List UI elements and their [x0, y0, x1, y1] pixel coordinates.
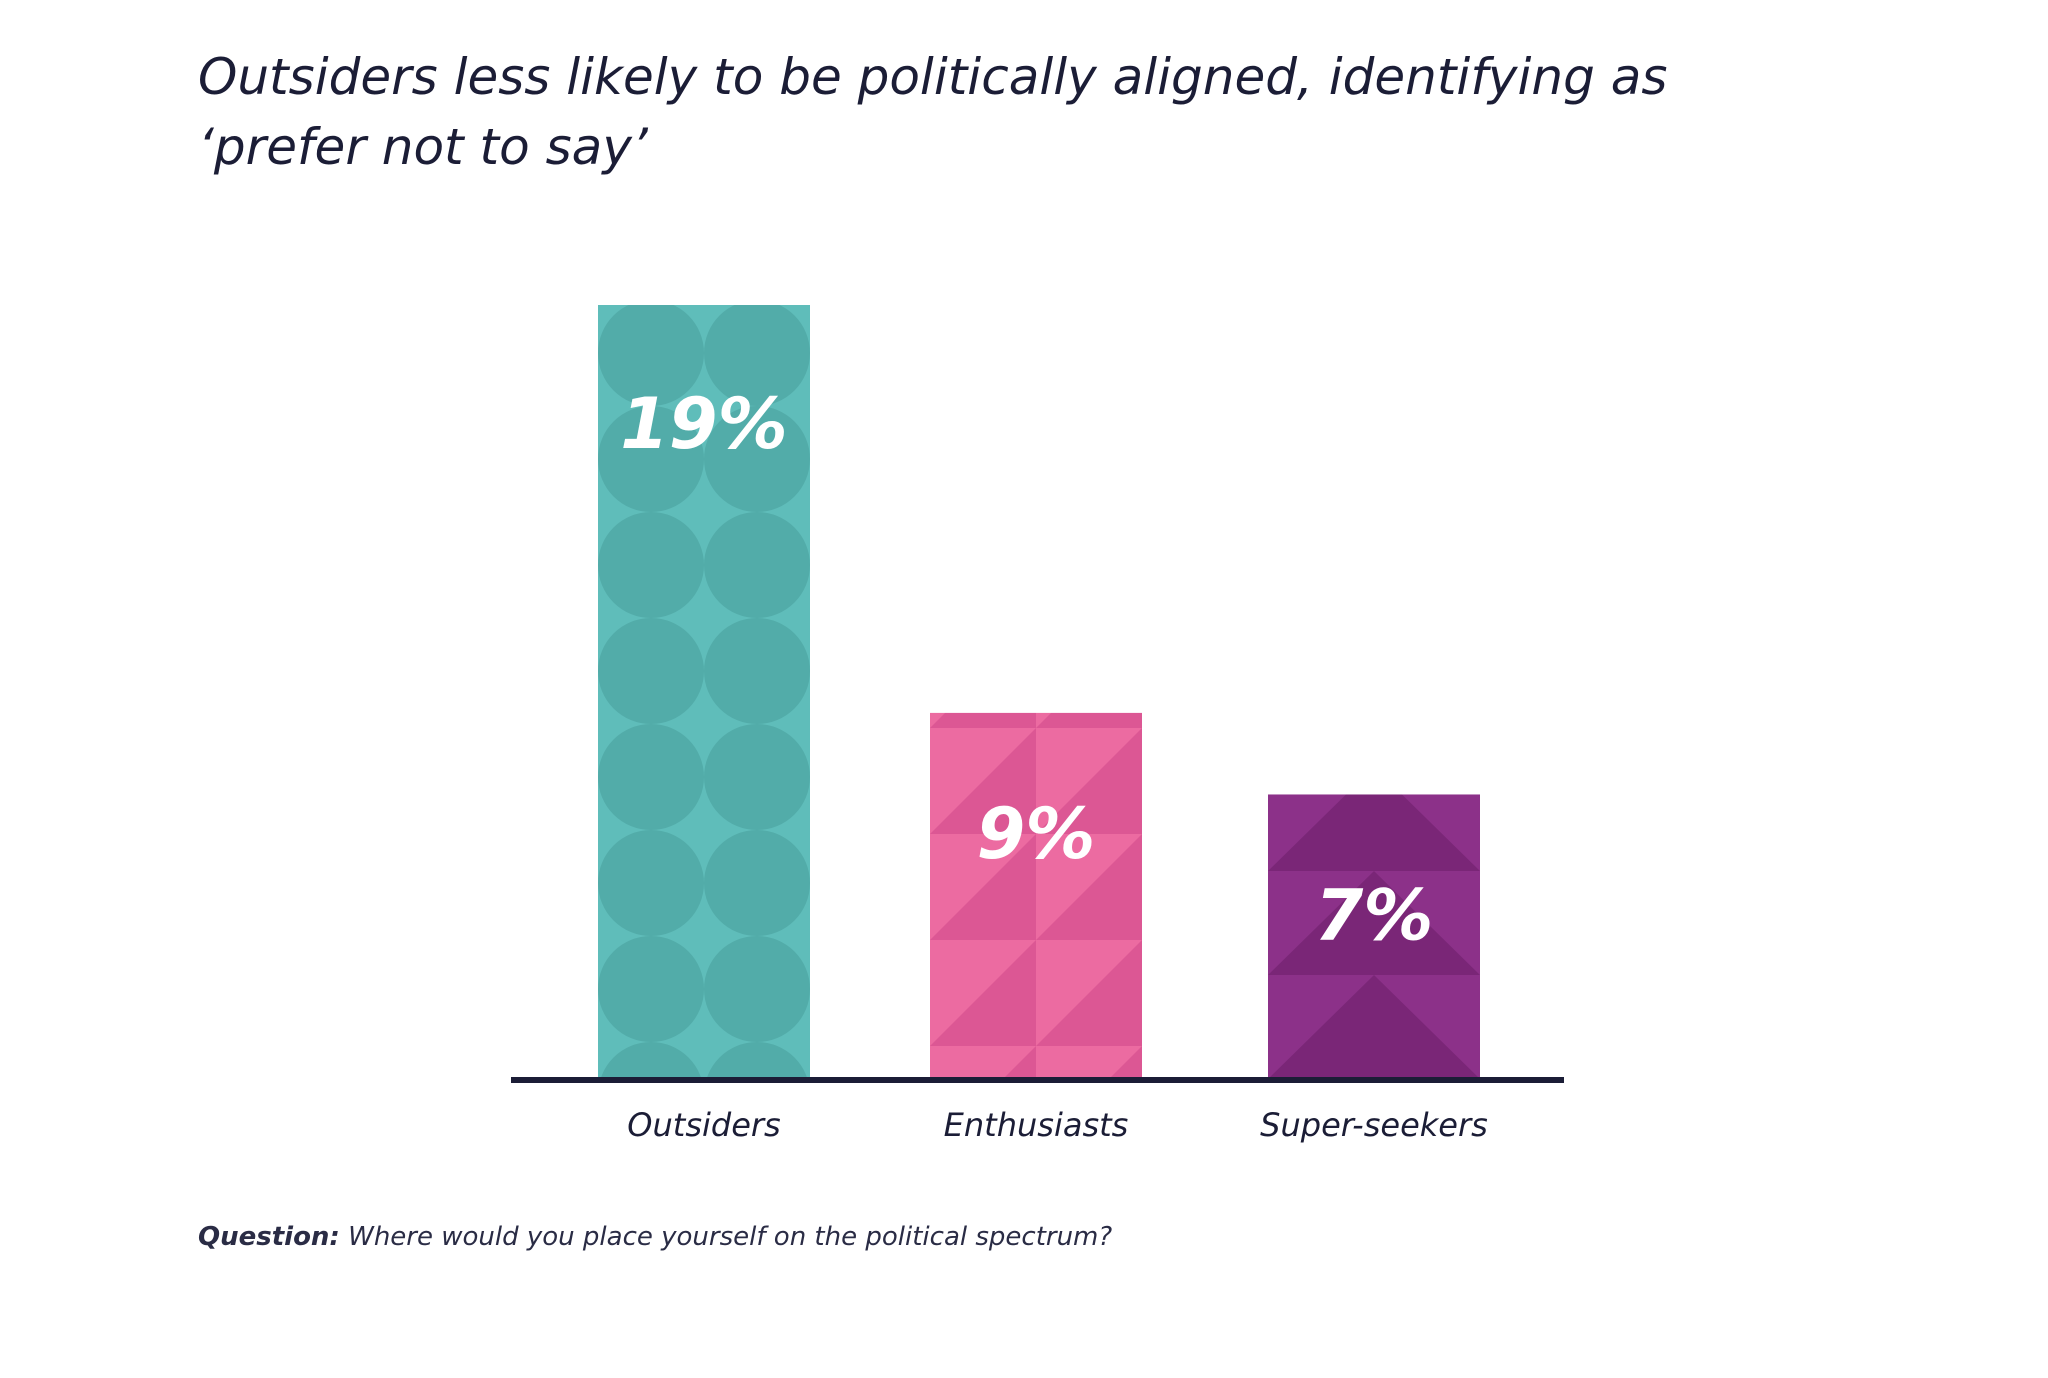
value-label-outsiders: 19% — [620, 383, 788, 465]
value-label-enthusiasts: 9% — [977, 793, 1096, 875]
chart-title: Outsiders less likely to be politically … — [198, 48, 1668, 176]
question-label: Question: — [198, 1222, 340, 1252]
question-footnote: Question: Where would you place yourself… — [198, 1222, 1112, 1252]
category-label-outsiders: Outsiders — [627, 1106, 780, 1144]
bar-super-seekers — [1268, 794, 1480, 1080]
question-text: Where would you place yourself on the po… — [339, 1222, 1113, 1252]
bar-enthusiasts — [930, 712, 1142, 1080]
category-label-enthusiasts: Enthusiasts — [944, 1106, 1129, 1144]
bar-outsiders — [598, 305, 810, 1080]
value-label-super-seekers: 7% — [1315, 874, 1434, 956]
category-label-super-seekers: Super-seekers — [1260, 1106, 1488, 1144]
